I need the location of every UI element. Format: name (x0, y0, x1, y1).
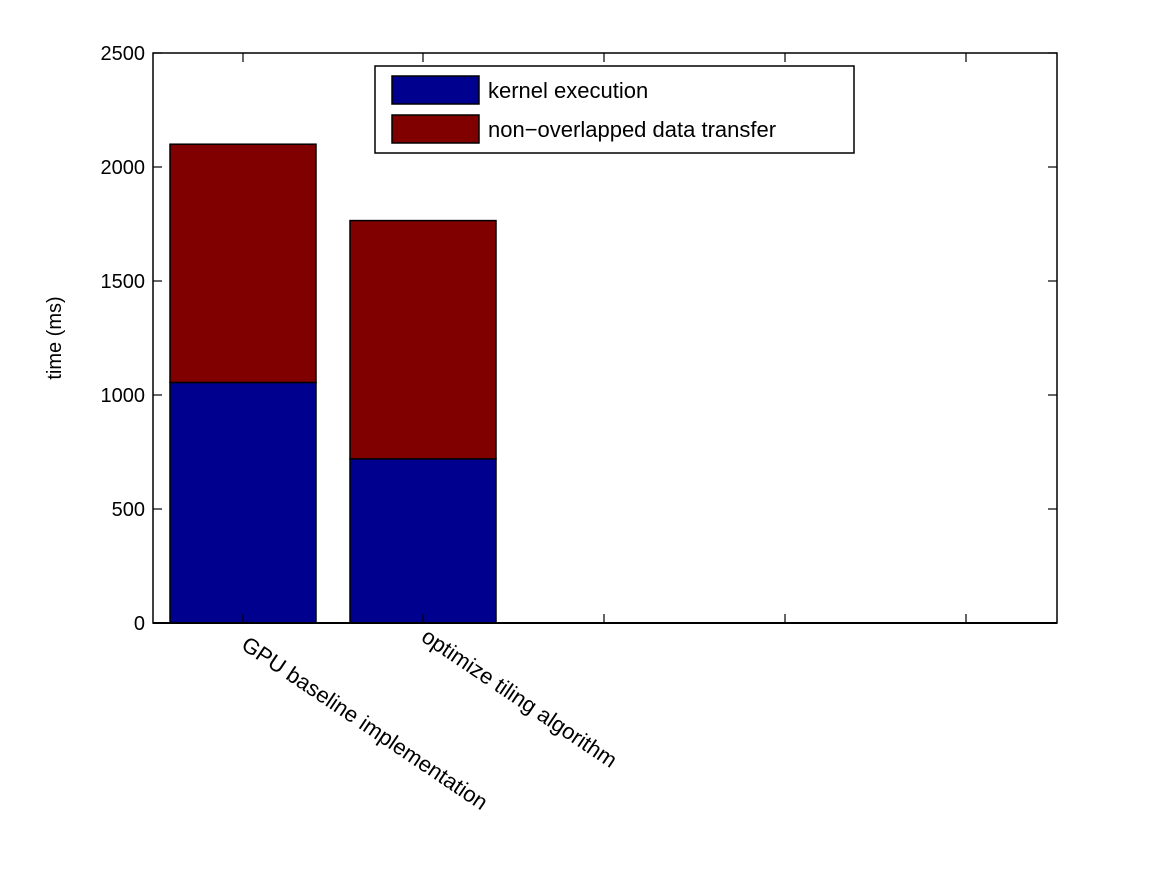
y-tick-label: 1500 (101, 271, 146, 293)
y-tick-label: 500 (112, 499, 145, 521)
y-tick-label: 2500 (101, 43, 146, 65)
bar-2-segment-1 (349, 458, 497, 624)
y-tick-label: 1000 (101, 385, 146, 407)
bar-2-segment-2 (349, 219, 497, 460)
y-axis-title: time (ms) (44, 296, 66, 379)
legend: kernel execution non−overlapped data tra… (374, 65, 855, 154)
y-tick-labels: 0 500 1000 1500 2000 2500 (101, 43, 146, 635)
bars-layer (169, 143, 497, 624)
legend-label-kernel-execution: kernel execution (488, 78, 648, 103)
category-label: optimize tiling algorithm (417, 623, 622, 772)
ticks-layer (153, 52, 1057, 624)
y-tick-label: 2000 (101, 157, 146, 179)
bar-1-segment-1 (169, 381, 317, 624)
legend-swatch-kernel-execution (391, 75, 480, 105)
y-tick-label: 0 (134, 613, 145, 635)
legend-label-data-transfer: non−overlapped data transfer (488, 117, 776, 142)
bar-1-segment-2 (169, 143, 317, 384)
legend-swatch-data-transfer (391, 114, 480, 144)
